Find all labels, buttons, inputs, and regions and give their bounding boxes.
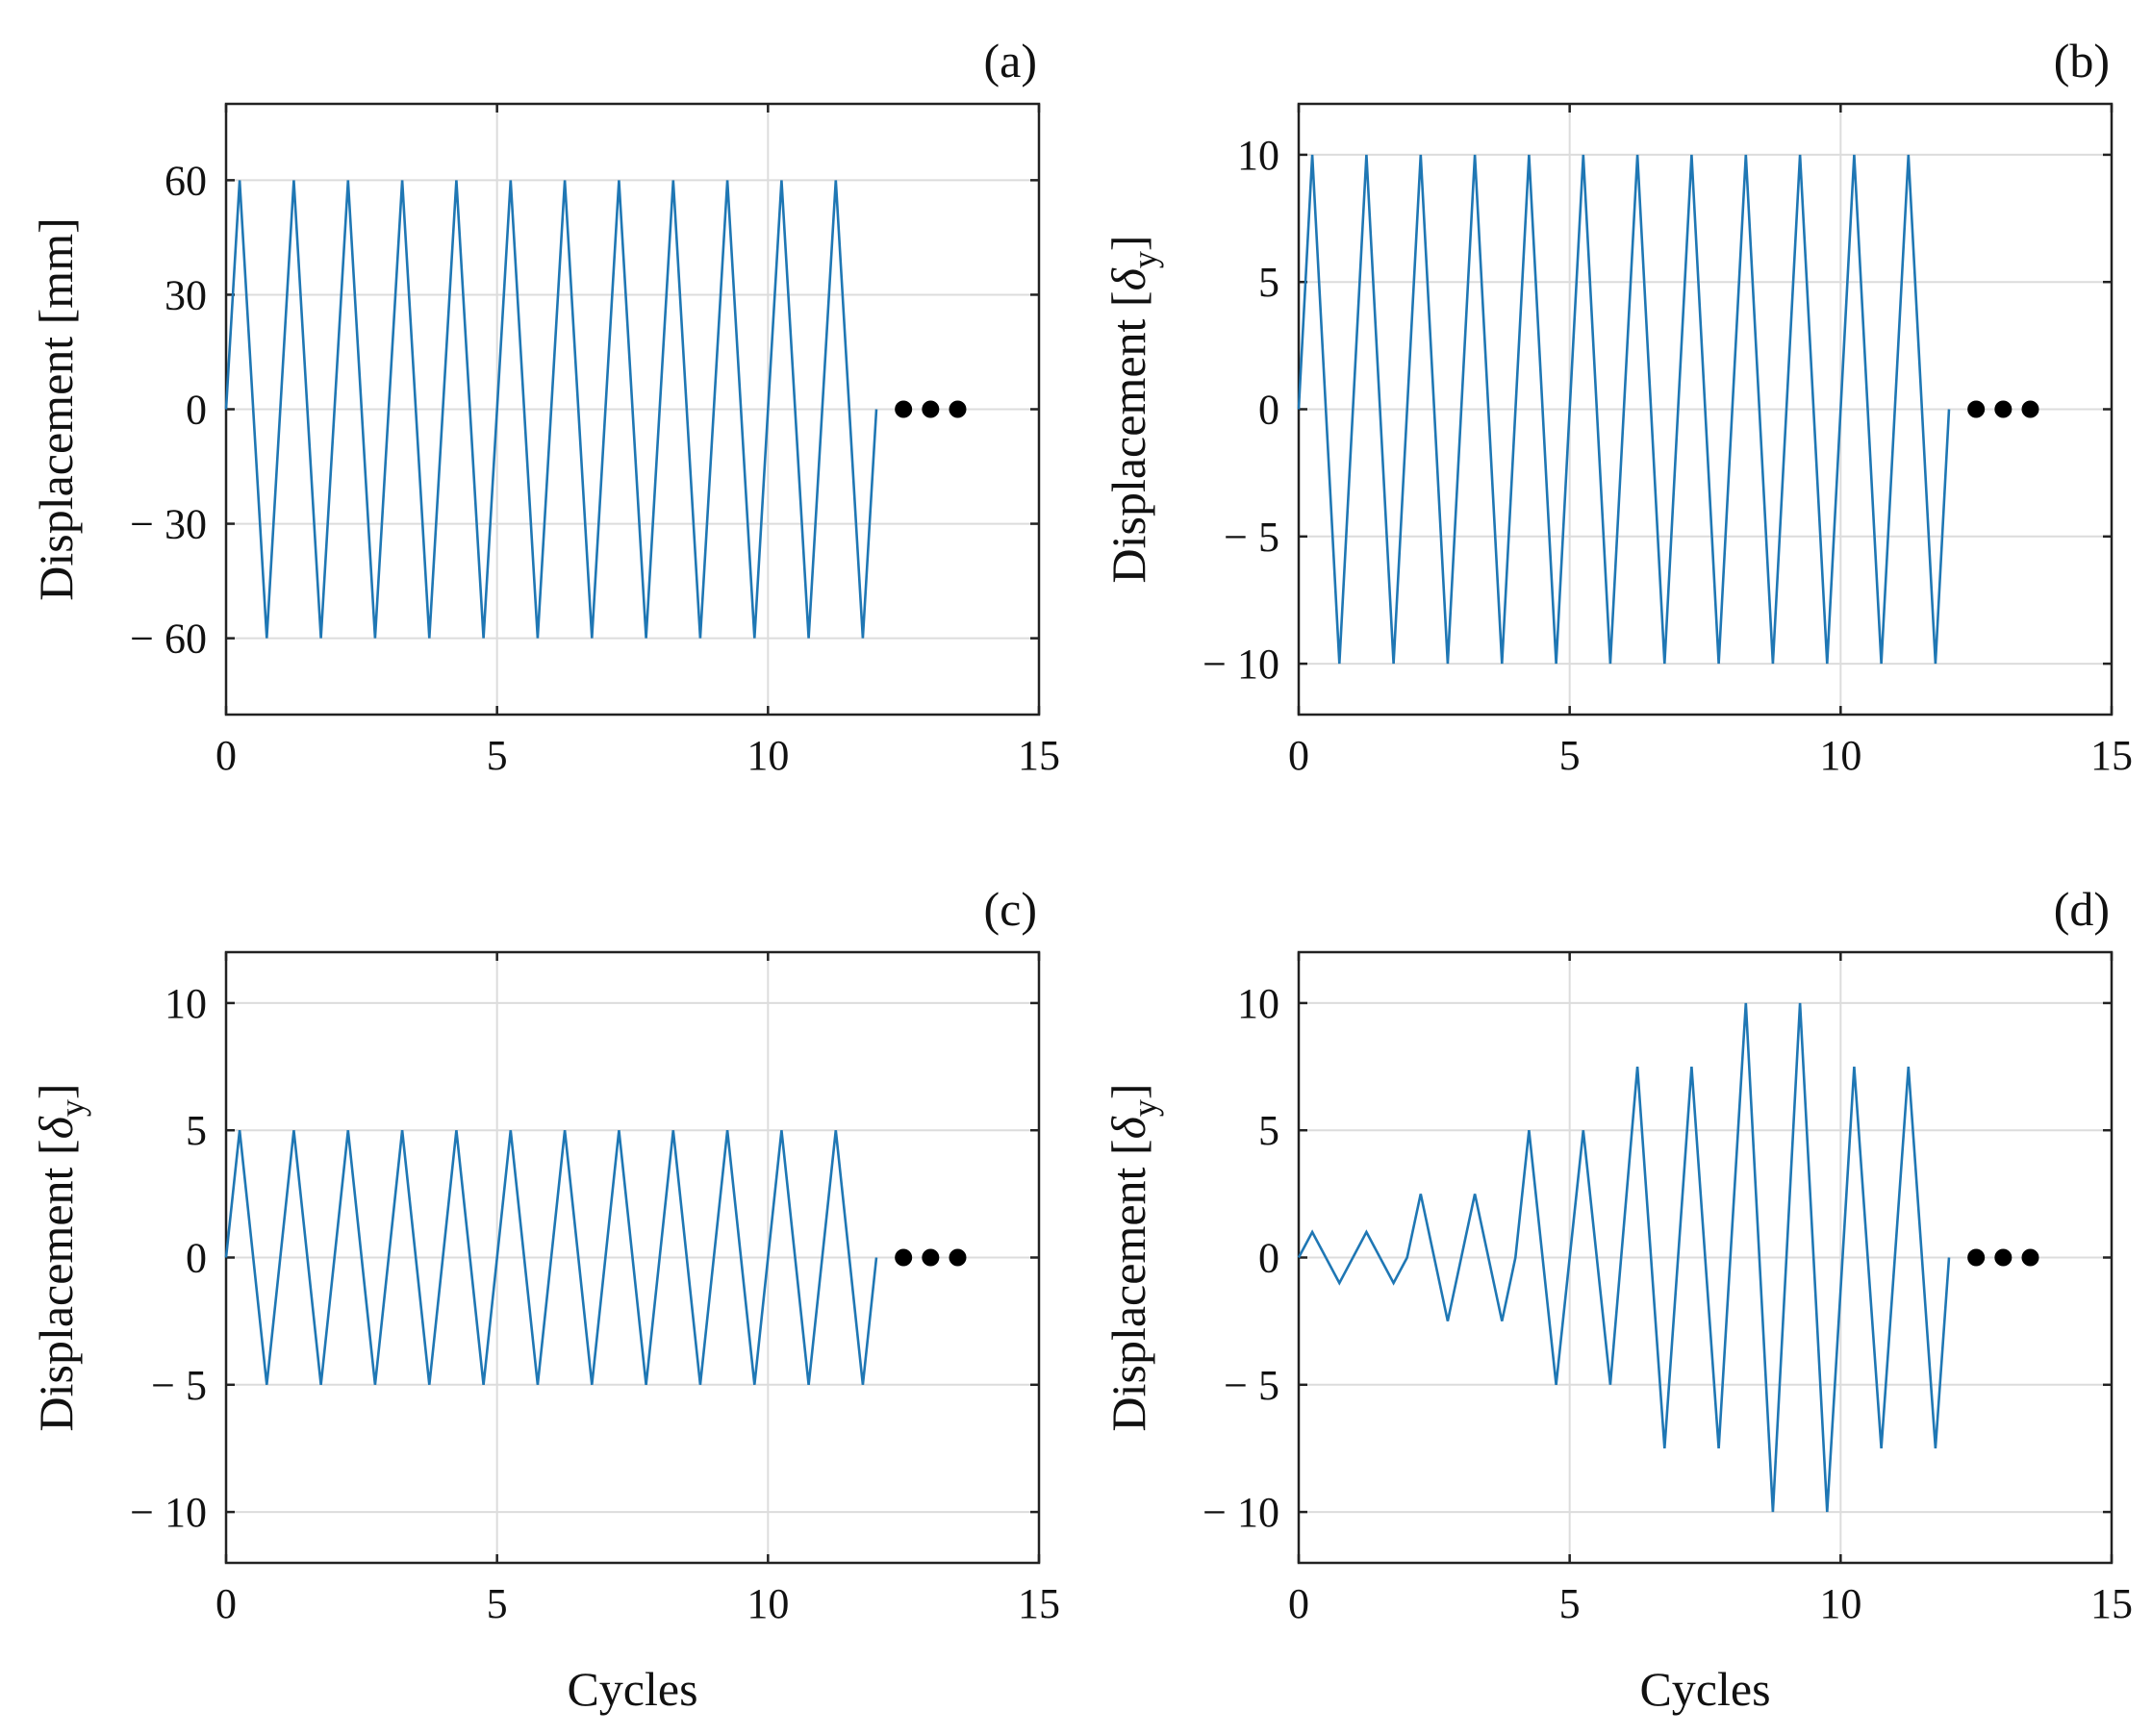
panel-a-x-tick-label-3: 15	[1018, 732, 1060, 779]
panel-c-x-axis-label: Cycles	[567, 1662, 697, 1716]
panel-c-x-tick-label-2: 10	[747, 1580, 789, 1627]
panel-b-continuation-dot-1	[1994, 400, 2013, 418]
panel-d-label: (d)	[2054, 882, 2110, 936]
panel-d-continuation-dot-2	[2021, 1248, 2039, 1267]
panel-b-x-tick-label-1: 5	[1559, 732, 1581, 779]
panel-b-y-axis-label-subscript: y	[1126, 251, 1164, 268]
panel-c-y-axis-label-main: Displacement [	[29, 1139, 83, 1431]
panel-c-y-axis-label-symbol: δ	[29, 1116, 83, 1139]
panel-b-y-tick-label-0: − 10	[1203, 641, 1279, 688]
panel-d-x-tick-label-2: 10	[1819, 1580, 1861, 1627]
panel-c-y-tick-label-2: 0	[186, 1235, 207, 1282]
panel-d-y-axis-label-symbol: δ	[1101, 1116, 1155, 1139]
panel-d-x-axis-label: Cycles	[1639, 1662, 1770, 1716]
panel-d-y-tick-label-1: − 5	[1224, 1362, 1279, 1409]
panel-a-y-tick-label-4: 60	[165, 157, 207, 204]
panel-a-x-tick-label-1: 5	[487, 732, 508, 779]
panel-a-y-tick-label-1: − 30	[130, 501, 207, 548]
panel-d-continuation-dot-0	[1967, 1248, 1986, 1267]
panel-b-continuation-dot-2	[2021, 400, 2039, 418]
panel-c-x-tick-label-1: 5	[487, 1580, 508, 1627]
panel-a-continuation-dot-1	[922, 400, 940, 418]
panel-b-label: (b)	[2054, 34, 2110, 88]
panel-c-y-tick-label-0: − 10	[130, 1489, 207, 1536]
panel-d-y-tick-label-3: 5	[1258, 1107, 1279, 1154]
panel-a-continuation-dot-0	[895, 400, 913, 418]
panel-c-series-line-0	[224, 1130, 878, 1385]
panel-b-y-axis-label-main: Displacement [	[1101, 290, 1155, 583]
panel-c-continuation-dot-1	[922, 1248, 940, 1267]
panel-c-y-tick-label-1: − 5	[151, 1362, 207, 1409]
panel-d-x-tick-label-3: 15	[2090, 1580, 2133, 1627]
panel-b: 0 5 10 15 − 10 − 5 0 5 10 (b) Displacement [δy]	[1101, 34, 2133, 779]
panel-a-x-tick-label-0: 0	[215, 732, 237, 779]
panel-b-y-tick-label-3: 5	[1258, 259, 1279, 306]
panel-b-x-tick-label-0: 0	[1288, 732, 1309, 779]
panel-d-y-axis-label-subscript: y	[1126, 1099, 1164, 1117]
panel-a-continuation-dot-2	[949, 400, 967, 418]
panel-c-y-axis-label: Displacement [δy]	[29, 1084, 91, 1432]
panel-c-label: (c)	[984, 882, 1038, 936]
panel-d-continuation-dot-1	[1994, 1248, 2013, 1267]
panel-d: 0 5 10 15 − 10 − 5 0 5 10 (d) Displacement [δy] Cyc…	[1101, 882, 2133, 1716]
panel-c-x-tick-label-3: 15	[1018, 1580, 1060, 1627]
panel-b-y-tick-label-4: 10	[1237, 132, 1279, 179]
panel-c-y-axis-label-close: ]	[29, 1084, 83, 1100]
panel-d-y-tick-label-2: 0	[1258, 1235, 1279, 1282]
panel-c-y-tick-label-3: 5	[186, 1107, 207, 1154]
panel-a: 0 5 10 15 − 60 − 30 0 30 60 (a) Displacement [mm]	[29, 34, 1060, 779]
panel-a-y-axis-label: Displacement [mm]	[29, 217, 83, 601]
panel-c-y-axis-label-subscript: y	[53, 1099, 91, 1117]
panel-a-x-tick-label-2: 10	[747, 732, 789, 779]
panel-d-y-axis-label-close: ]	[1101, 1084, 1155, 1100]
panel-b-series-line-0	[1297, 154, 1951, 665]
panel-d-x-tick-label-1: 5	[1559, 1580, 1581, 1627]
panel-b-x-tick-label-2: 10	[1819, 732, 1861, 779]
panel-c-x-tick-label-0: 0	[215, 1580, 237, 1627]
panel-b-y-axis-label-symbol: δ	[1101, 267, 1155, 290]
panel-b-y-tick-label-2: 0	[1258, 387, 1279, 434]
panel-d-y-tick-label-0: − 10	[1203, 1489, 1279, 1536]
panel-b-y-tick-label-1: − 5	[1224, 514, 1279, 561]
panel-a-y-tick-label-3: 30	[165, 271, 207, 318]
panel-d-y-axis-label-main: Displacement [	[1101, 1139, 1155, 1431]
panel-b-x-tick-label-3: 15	[2090, 732, 2133, 779]
panel-a-y-tick-label-0: − 60	[130, 616, 207, 663]
panel-a-label: (a)	[984, 34, 1038, 88]
panel-d-x-tick-label-0: 0	[1288, 1580, 1309, 1627]
panel-d-y-tick-label-4: 10	[1237, 980, 1279, 1027]
panel-b-continuation-dot-0	[1967, 400, 1986, 418]
panel-d-y-axis-label: Displacement [δy]	[1101, 1084, 1164, 1432]
panel-c-y-tick-label-4: 10	[165, 980, 207, 1027]
panel-d-series-line-0	[1297, 1002, 1951, 1513]
panel-c-continuation-dot-0	[895, 1248, 913, 1267]
panel-c: 0 5 10 15 − 10 − 5 0 5 10 (c) Displacement [δy] Cyc…	[29, 882, 1060, 1716]
panel-b-y-axis-label-close: ]	[1101, 236, 1155, 252]
panel-c-continuation-dot-2	[949, 1248, 967, 1267]
panel-b-y-axis-label: Displacement [δy]	[1101, 236, 1164, 584]
panel-a-y-tick-label-2: 0	[186, 387, 207, 434]
panel-a-series-line-0	[224, 180, 878, 639]
